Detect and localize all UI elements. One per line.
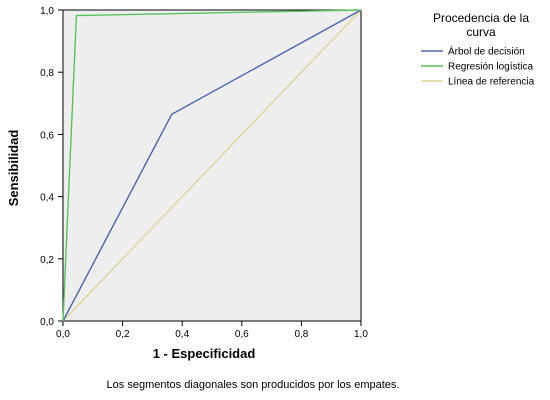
axis-ticks: 0,0 0,2 0,4 0,6 0,8 1,0 0,0 0,2 0,4 0,6 0,8 1,0 [40,6,368,340]
legend: Procedencia de la curva Árbol de decisió… [421,11,535,88]
series-line [62,9,362,322]
legend-title-line2: curva [466,25,496,39]
x-tick-label: 0,8 [294,329,308,340]
y-tick-label: 0,0 [40,317,54,328]
y-tick-label: 0,2 [40,255,54,266]
y-axis-title: Sensibilidad [6,130,21,207]
series-layer [62,9,362,322]
legend-label: Árbol de decisión [448,45,525,58]
x-tick-label: 0,6 [235,329,249,340]
legend-title-line1: Procedencia de la [433,11,529,25]
y-tick-label: 0,8 [40,68,54,79]
chart-footnote: Los segmentos diagonales son producidos … [107,379,400,391]
series-line [62,9,362,322]
legend-label: Regresión logística [448,62,533,73]
x-tick-label: 0,0 [56,329,70,340]
x-tick-label: 0,4 [175,329,189,340]
y-tick-label: 0,6 [40,130,54,141]
y-tick-label: 0,4 [40,193,54,204]
y-tick-label: 1,0 [40,6,54,17]
series-line [62,9,362,322]
x-tick-label: 1,0 [354,329,368,340]
x-tick-label: 0,2 [116,329,130,340]
x-axis-title: 1 - Especificidad [153,346,256,361]
legend-label: Línea de referencia [448,77,535,88]
